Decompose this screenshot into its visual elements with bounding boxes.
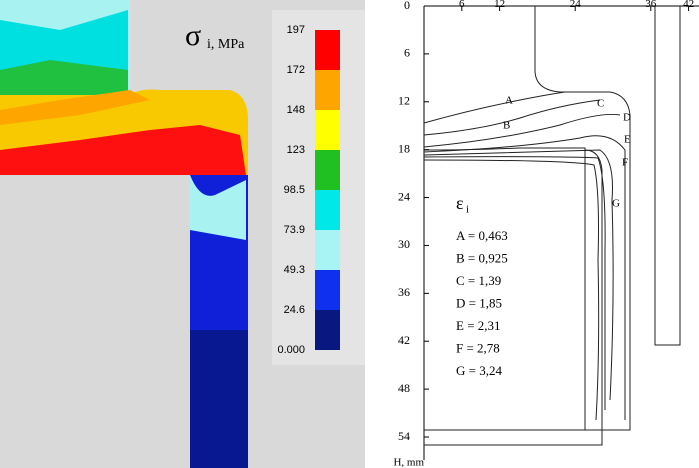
colorbar-label: 123 xyxy=(287,144,305,156)
colorbar-swatch xyxy=(315,270,340,310)
legend-entry: A = 0,463 xyxy=(456,228,508,243)
colorbar-swatch xyxy=(315,70,340,110)
x-tick-label: 12 xyxy=(494,0,505,10)
y-tick-label: 48 xyxy=(398,381,410,395)
curve-label: A xyxy=(505,95,513,107)
curve-label: D xyxy=(623,112,631,124)
axis-label: H, mm xyxy=(393,457,424,468)
legend-entry: B = 0,925 xyxy=(456,250,508,265)
colorbar-swatch xyxy=(315,310,340,350)
colorbar-label: 197 xyxy=(287,24,305,36)
legend-entry: C = 1,39 xyxy=(456,273,501,288)
legend-entry: D = 1,85 xyxy=(456,295,502,310)
colorbar-label: 148 xyxy=(287,104,305,116)
colorbar-label: 0.000 xyxy=(277,344,305,356)
colorbar-swatch xyxy=(315,30,340,70)
legend-symbol: ε xyxy=(456,193,464,213)
curve-label: F xyxy=(622,157,628,169)
y-tick-label: 30 xyxy=(398,237,410,251)
legend-entry: E = 2,31 xyxy=(456,318,501,333)
curve-label: G xyxy=(612,198,620,210)
colorbar-swatch xyxy=(315,150,340,190)
colorbar-symbol: σ xyxy=(185,19,201,52)
y-tick-label: 54 xyxy=(398,429,410,443)
curve-label: C xyxy=(597,98,604,110)
legend-entry: G = 3,24 xyxy=(456,363,502,378)
y-tick-label: 18 xyxy=(398,141,410,155)
colorbar-label: 172 xyxy=(287,64,305,76)
x-tick-label: 24 xyxy=(570,0,582,10)
colorbar-label: 24.6 xyxy=(284,304,305,316)
colorbar-label: 98.5 xyxy=(284,184,305,196)
legend-entry: F = 2,78 xyxy=(456,340,500,355)
y-tick-label: 12 xyxy=(398,94,410,108)
y-tick-label: 42 xyxy=(398,333,410,347)
x-tick-label: 36 xyxy=(645,0,657,10)
x-tick-label: 42 xyxy=(683,0,694,10)
y-tick-label: 36 xyxy=(398,285,410,299)
x-tick-label: 6 xyxy=(459,0,465,10)
curve-label: E xyxy=(624,134,631,146)
y-tick-label: 0 xyxy=(404,0,410,12)
curve-label: B xyxy=(503,120,510,132)
strain-plot: H, mm ε i xyxy=(393,5,699,468)
y-tick-label: 6 xyxy=(404,46,410,60)
colorbar-swatch xyxy=(315,110,340,150)
colorbar-label: 73.9 xyxy=(284,224,305,236)
stress-contour xyxy=(0,0,365,468)
y-tick-label: 24 xyxy=(398,189,410,203)
colorbar-label: 49.3 xyxy=(284,264,305,276)
colorbar: σ i, MPa 197 172 148 123 98.5 73.9 49.3 24.6 0.0… xyxy=(185,19,340,356)
colorbar-swatch xyxy=(315,230,340,270)
colorbar-unit: i, MPa xyxy=(207,37,245,52)
colorbar-swatch xyxy=(315,190,340,230)
legend-subscript: i xyxy=(466,204,469,216)
